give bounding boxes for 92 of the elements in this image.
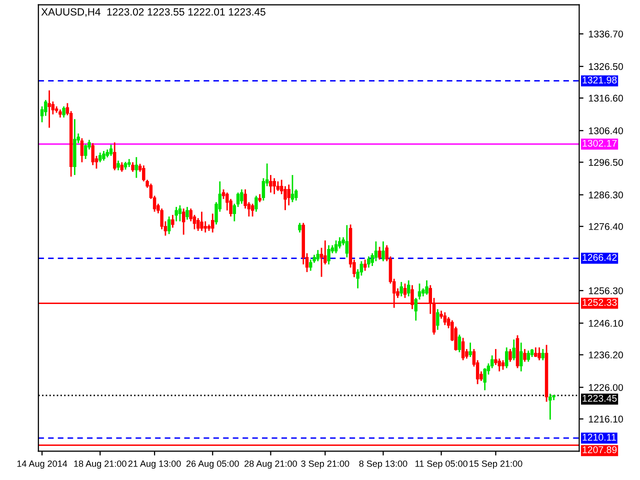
candlestick [327, 244, 330, 266]
candlestick [400, 281, 403, 298]
candlestick [504, 346, 508, 369]
candlestick [338, 236, 342, 250]
candlestick [178, 204, 182, 222]
x-tick-label: 26 Aug 05:00 [186, 460, 239, 469]
candlestick [250, 203, 254, 218]
y-tick-label: 1296.50 [588, 158, 623, 166]
candlestick [501, 360, 505, 370]
candlestick [116, 160, 120, 171]
candlestick [403, 282, 407, 299]
candlestick [131, 162, 134, 172]
x-tick-label: 15 Sep 21:00 [470, 460, 522, 469]
candlestick [538, 346, 541, 361]
candlestick [458, 334, 462, 353]
candlestick [204, 220, 207, 234]
y-tick-label: 1226.00 [588, 384, 623, 391]
candlestick [62, 106, 66, 118]
x-tick-label: 3 Sep 21:00 [301, 460, 350, 469]
candlestick [406, 280, 410, 298]
candlestick [272, 177, 276, 195]
candlestick [534, 346, 538, 358]
candlestick [142, 164, 146, 182]
y-tick-label: 1326.50 [588, 63, 623, 70]
candlestick [210, 212, 214, 234]
x-tick-label: 8 Sep 13:00 [359, 460, 408, 469]
candlestick [167, 216, 171, 235]
candlestick [468, 342, 472, 358]
candlestick [80, 138, 84, 163]
candlestick [382, 240, 385, 262]
candlestick [113, 142, 116, 171]
candlestick [520, 342, 523, 372]
ref-line-label: 1223.45 [582, 394, 617, 402]
y-tick-label: 1306.40 [588, 127, 623, 134]
ref-line-label: 1210.11 [582, 434, 616, 441]
y-tick-label: 1316.60 [588, 94, 623, 102]
x-tick-label: 14 Aug 2014 [17, 460, 68, 469]
x-tick-label: 18 Aug 21:00 [74, 460, 126, 469]
candlestick [526, 350, 530, 362]
x-tick-label: 28 Aug 21:00 [244, 460, 297, 469]
candlestick [290, 174, 294, 203]
candlestick [174, 206, 178, 222]
candlestick [171, 214, 174, 228]
candlestick [287, 184, 290, 206]
candlestick [269, 174, 272, 194]
candlestick [134, 156, 138, 179]
candlestick [48, 90, 51, 128]
candlestick [316, 249, 320, 262]
candlestick [443, 312, 447, 326]
candlestick [186, 206, 189, 220]
candlestick [182, 208, 186, 236]
candlestick [363, 258, 367, 272]
candlestick [120, 162, 124, 172]
y-tick-label: 1286.30 [588, 192, 623, 198]
candlestick [483, 367, 486, 391]
candlestick [367, 256, 370, 268]
candlestick [512, 338, 516, 361]
candlestick [91, 142, 94, 166]
candlestick [254, 195, 258, 212]
candlestick [374, 240, 378, 262]
candlestick [200, 211, 204, 232]
x-tick-label: 21 Aug 13:00 [128, 460, 181, 469]
y-tick-label: 1256.30 [588, 287, 623, 294]
y-tick-label: 1276.40 [588, 223, 623, 230]
candlestick [240, 188, 244, 204]
candlestick [84, 144, 88, 160]
ref-line-label: 1207.89 [582, 446, 617, 454]
candlestick [523, 348, 526, 362]
candlestick [461, 337, 465, 361]
ref-line-label: 1252.33 [582, 298, 617, 306]
candlestick [334, 240, 338, 254]
y-tick-label: 1236.20 [588, 352, 623, 358]
candlestick [98, 152, 102, 163]
chart-title: XAUUSD,H4 1223.02 1223.55 1222.01 1223.45 [41, 8, 266, 17]
candlestick [298, 222, 302, 234]
candlestick [308, 258, 312, 272]
candlestick [345, 224, 349, 258]
candlestick [541, 348, 545, 361]
candlestick [425, 280, 428, 296]
candlestick [378, 246, 382, 260]
y-tick-label: 1336.70 [588, 30, 623, 38]
y-tick-label: 1246.10 [588, 320, 623, 327]
ref-line-label: 1302.17 [582, 140, 617, 147]
candlestick [548, 393, 552, 420]
candlestick [436, 308, 440, 331]
ref-line-label: 1321.98 [582, 76, 617, 84]
ref-line-label: 1266.42 [582, 254, 617, 261]
candlestick [508, 348, 512, 362]
candlestick [102, 150, 106, 162]
y-tick-label: 1216.10 [588, 416, 623, 423]
candlestick [109, 144, 113, 157]
x-tick-label: 11 Sep 05:00 [415, 460, 468, 469]
